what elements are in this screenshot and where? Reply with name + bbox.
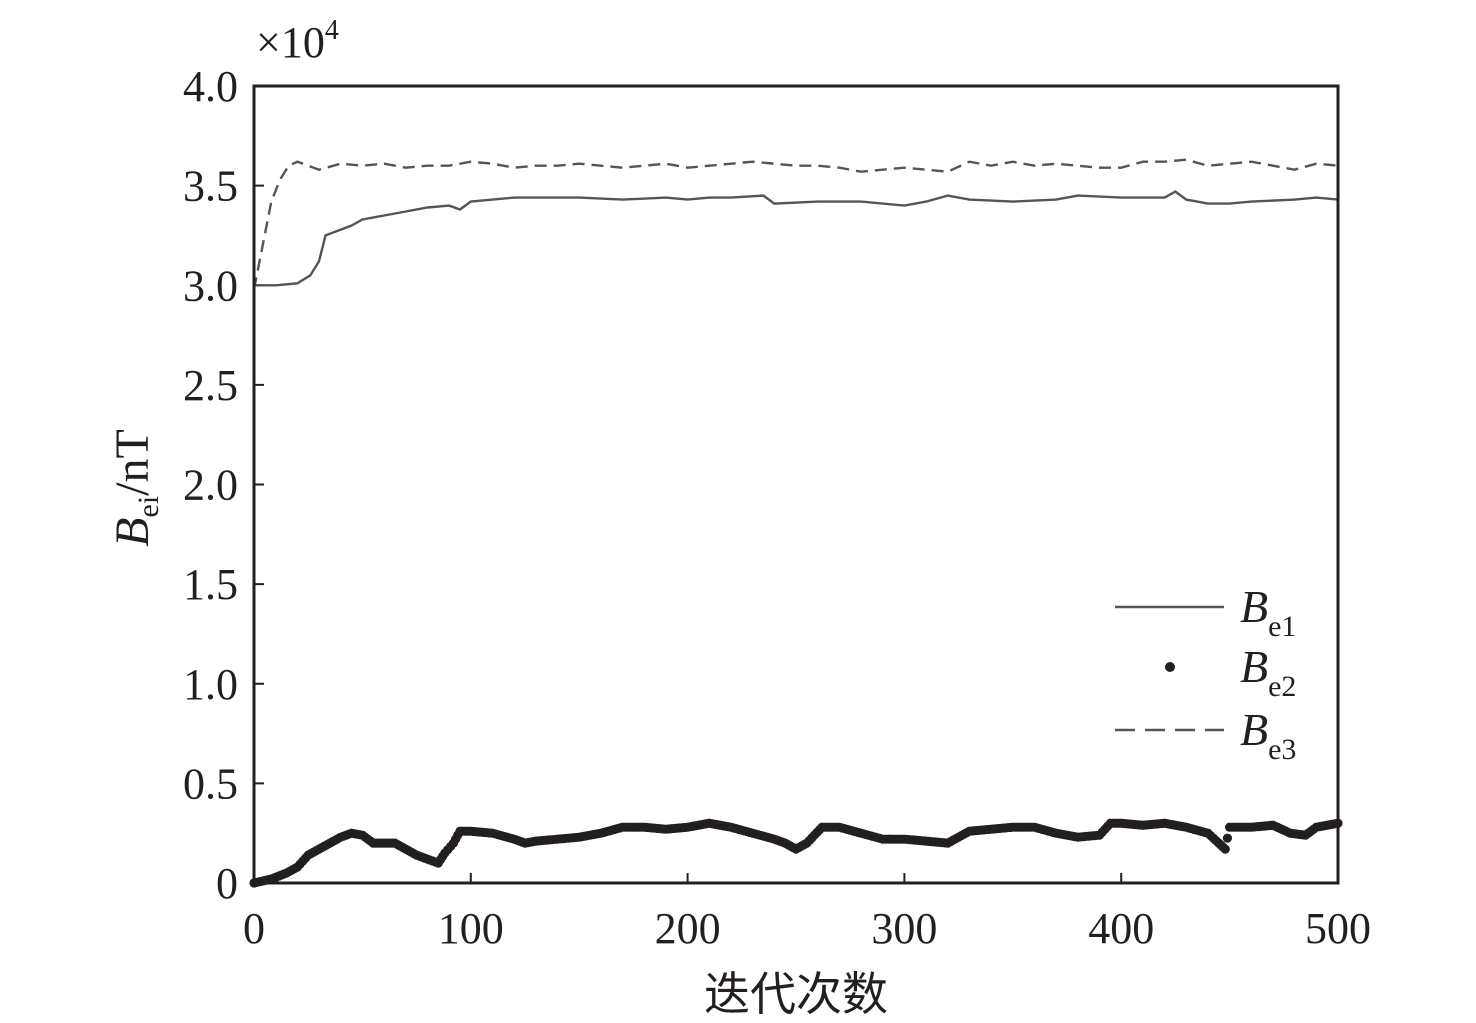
x-tick-label: 100 xyxy=(438,904,504,953)
y-tick-label: 4.0 xyxy=(183,62,238,111)
y-tick-label: 0 xyxy=(216,859,238,908)
series-e1-line xyxy=(254,190,1339,287)
y-ticks: 0 0.5 1.0 1.5 2.0 2.5 3.0 3.5 4.0 xyxy=(183,62,264,908)
x-ticks: 0 100 200 300 400 500 xyxy=(243,873,1371,953)
series-e2-point xyxy=(1220,844,1230,854)
y-tick-label: 2.5 xyxy=(183,361,238,410)
x-axis-label: 迭代次数 xyxy=(704,967,888,1021)
x-tick-label: 300 xyxy=(871,904,937,953)
legend-label-e1: Be1 xyxy=(1240,581,1296,643)
series-e3-line xyxy=(252,158,1339,290)
y-tick-label: 3.5 xyxy=(183,162,238,211)
y-tick-label: 1.5 xyxy=(183,560,238,609)
series-e2-point xyxy=(1222,833,1233,843)
y-tick-label: 2.0 xyxy=(183,461,238,510)
legend-marker-e2 xyxy=(1165,662,1175,672)
x-tick-label: 500 xyxy=(1305,904,1371,953)
legend-label-e2: Be2 xyxy=(1240,641,1296,703)
legend-label-e3: Be3 xyxy=(1240,704,1296,766)
y-tick-label: 0.5 xyxy=(183,759,238,808)
x-tick-label: 400 xyxy=(1088,904,1154,953)
x-tick-label: 200 xyxy=(655,904,721,953)
y-axis-label: Bei/nT xyxy=(106,429,165,547)
plot-frame xyxy=(252,84,1340,885)
y-multiplier: ×104 xyxy=(256,15,339,67)
x-tick-label: 0 xyxy=(243,904,265,953)
y-tick-label: 3.0 xyxy=(183,261,238,310)
y-tick-label: 1.0 xyxy=(183,660,238,709)
series-group xyxy=(249,158,1343,888)
